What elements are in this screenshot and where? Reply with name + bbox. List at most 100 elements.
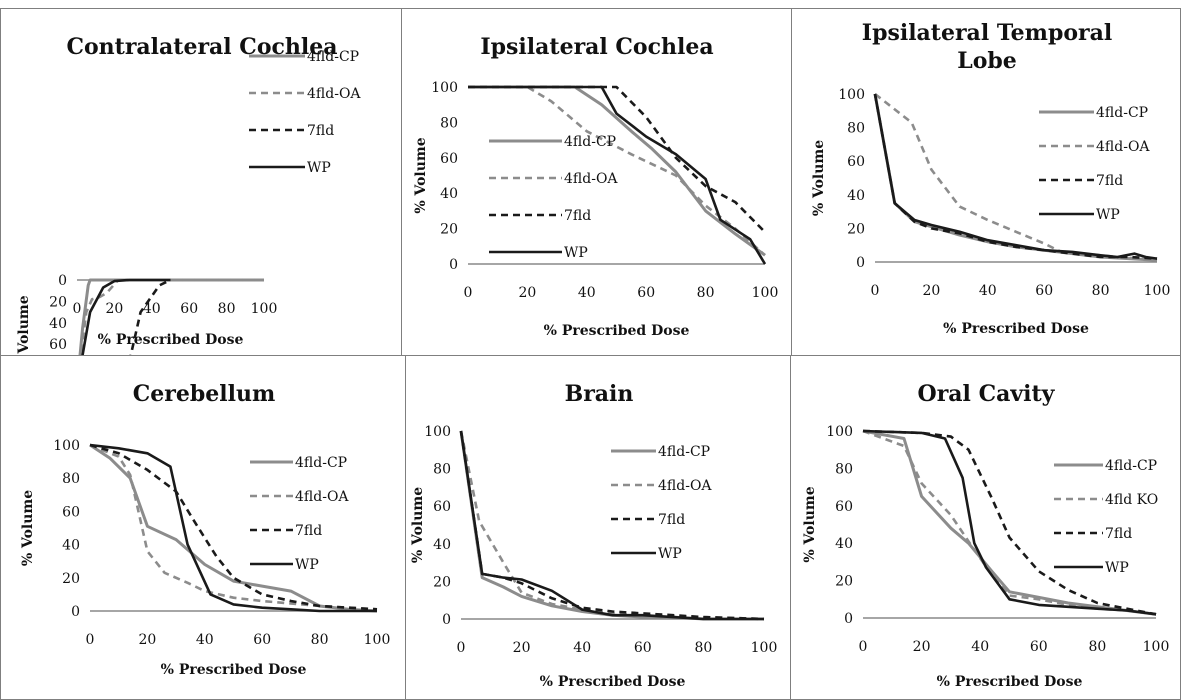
x-tick-label: 20 [518,285,536,301]
series-line-wp [89,443,377,613]
chart-title: Ipsilateral Temporal [862,20,1112,46]
series-line-4fld-cp [468,85,766,257]
series-line-wp [862,429,1157,616]
chart-svg: Oral Cavity 0 20 40 60 80 100 0 20 40 60 80 100 % Pre… [802,381,1169,690]
legend-label-wp: WP [307,160,331,176]
x-axis-label: % Prescribed Dose [161,662,307,678]
y-tick-label: 40 [49,316,67,332]
legend-label-4fld-cp: 4fld-CP [307,49,359,65]
legend-label-wp: WP [658,546,682,562]
x-tick-label: 0 [457,640,466,656]
y-tick-label: 0 [71,604,80,620]
y-tick-label: 0 [58,273,67,289]
chart-panel-cerebellum: Cerebellum 0 20 40 60 80 100 0 20 40 60 80 100 % Pres… [0,355,406,700]
y-tick-label: 40 [847,188,865,204]
x-tick-label: 60 [1035,283,1053,299]
y-tick-label: 20 [835,574,853,590]
legend-label-7fld: 7fld [295,523,322,539]
legend-label-4fld-cp: 4fld-CP [1096,105,1148,121]
y-tick-label: 80 [847,121,865,137]
x-tick-label: 100 [1144,283,1171,299]
x-tick-label: 40 [573,640,591,656]
x-axis-label: % Prescribed Dose [937,674,1083,690]
x-tick-label: 60 [637,285,655,301]
y-tick-label: 100 [826,424,853,440]
legend-label-4fld-cp: 4fld-CP [564,134,616,150]
legend-label-4fld-oa: 4fld-OA [307,86,361,102]
series-line-wp [81,278,171,355]
x-tick-label: 0 [464,285,473,301]
y-tick-label: 80 [62,471,80,487]
x-tick-label: 80 [1088,639,1106,655]
legend-label-wp: WP [564,245,588,261]
x-tick-label: 80 [311,632,329,648]
x-tick-label: 0 [871,283,880,299]
y-axis-label: % Volume [16,295,32,355]
y-tick-label: 0 [856,255,865,271]
legend-label-7fld: 7fld [564,208,591,224]
y-axis-label: % Volume [20,490,36,566]
series-line-wp [459,430,764,621]
y-tick-label: 20 [49,294,67,310]
chart-svg: Cerebellum 0 20 40 60 80 100 0 20 40 60 80 100 % Pres… [20,381,391,678]
y-tick-label: 40 [433,537,451,553]
y-tick-label: 60 [835,499,853,515]
series-line-7fld [468,85,766,234]
x-tick-label: 0 [859,639,868,655]
y-tick-label: 60 [440,151,458,167]
x-tick-label: 40 [196,632,214,648]
x-axis-label: % Prescribed Dose [943,321,1089,337]
legend-label-4fld-oa: 4fld-OA [1096,139,1150,155]
series-line-7fld [89,443,378,611]
y-axis-label: % Volume [410,487,426,563]
chart-title: Cerebellum [133,381,275,407]
x-tick-label: 100 [751,640,778,656]
chart-panel-ipsilateral-temporal-lobe: Ipsilateral Temporal Lobe 0 20 40 60 80 100 0 20 4… [791,8,1181,356]
y-tick-label: 20 [440,222,458,238]
series-line-7fld [129,278,172,355]
x-tick-label: 80 [218,301,236,317]
y-tick-label: 80 [433,462,451,478]
chart-panel-brain: Brain 0 20 40 60 80 100 0 20 40 60 80 100 % Prescribe… [405,355,791,700]
series-line-7fld [459,430,765,621]
series-line-4fld-oa [874,92,1158,262]
legend-label-4fld-oa: 4fld-OA [295,489,349,505]
x-tick-label: 20 [913,639,931,655]
series-line-4fld-cp [459,430,764,621]
chart-svg: Contralateral Cochlea0204060801000204060… [16,34,361,355]
y-axis-label: % Volume [413,137,429,213]
x-tick-label: 40 [979,283,997,299]
x-tick-label: 60 [253,632,271,648]
chart-title: Lobe [957,48,1017,74]
series-line-4fld-oa [89,443,378,611]
x-axis-label: % Prescribed Dose [98,332,244,348]
x-tick-label: 80 [697,285,715,301]
legend-label-7fld: 7fld [307,123,334,139]
series-line-4fld-ko [862,429,1157,616]
x-axis-label: % Prescribed Dose [544,323,690,339]
x-tick-label: 100 [364,632,391,648]
y-tick-label: 60 [847,154,865,170]
y-tick-label: 0 [449,257,458,273]
chart-title: Oral Cavity [918,381,1056,407]
x-tick-label: 20 [138,632,156,648]
series-line-7fld [862,429,1157,616]
y-tick-label: 100 [424,424,451,440]
y-tick-label: 60 [49,337,67,353]
x-tick-label: 80 [1092,283,1110,299]
y-tick-label: 0 [844,611,853,627]
chart-title: Brain [565,381,634,407]
legend-label-wp: WP [295,557,319,573]
x-tick-label: 0 [86,632,95,648]
legend-label-wp: WP [1105,560,1129,576]
legend-label-4fld-cp: 4fld-CP [1105,458,1157,474]
series-line-wp [468,85,767,265]
x-tick-label: 60 [180,301,198,317]
legend-label-7fld: 7fld [1096,173,1123,189]
chart-svg: Ipsilateral Cochlea 0 20 40 60 80 100 0 20 40 60 80… [413,34,778,339]
x-tick-label: 20 [922,283,940,299]
y-tick-label: 40 [62,538,80,554]
x-tick-label: 60 [634,640,652,656]
legend-label-4fld-cp: 4fld-CP [295,455,347,471]
